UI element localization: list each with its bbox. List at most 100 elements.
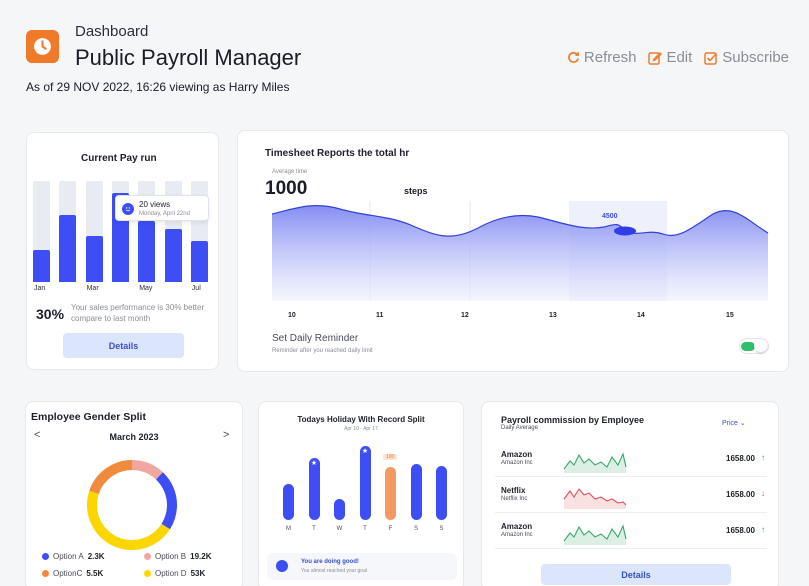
- bar-fill: [33, 249, 50, 282]
- legend-dot: [42, 553, 49, 560]
- timesheet-x-tick: 11: [376, 312, 384, 319]
- legend-dot: [144, 553, 151, 560]
- holiday-card: Todays Holiday With Record Split Apr 10 …: [258, 401, 464, 586]
- legend-label: Option B: [155, 552, 187, 561]
- legend-label: OptionC: [53, 569, 83, 578]
- prev-month-button[interactable]: <: [34, 429, 41, 441]
- commission-value: 1658.00: [726, 490, 755, 499]
- arrow-up-icon: ↑: [761, 453, 765, 462]
- holiday-bar[interactable]: [359, 446, 371, 520]
- commission-value: 1658.00: [726, 526, 755, 535]
- holiday-bar[interactable]: [410, 464, 422, 520]
- next-month-button[interactable]: >: [223, 429, 230, 441]
- sparkline-line: [563, 488, 627, 506]
- toggle-track-on: [741, 342, 755, 351]
- sparkline: [563, 524, 627, 545]
- legend-label: Option D: [155, 569, 187, 578]
- subscribe-label: Subscribe: [722, 49, 789, 66]
- holiday-day-label: W: [336, 526, 343, 532]
- employee-name: Amazon: [501, 522, 533, 531]
- pay-run-details-button[interactable]: Details: [63, 333, 184, 358]
- legend-value: 53K: [190, 569, 206, 578]
- timesheet-x-axis: 10 11 12 13 14 15: [288, 312, 734, 319]
- employee-company: Amazon Inc: [501, 532, 533, 538]
- smile-icon: [122, 203, 134, 215]
- edit-button[interactable]: Edit: [648, 49, 692, 66]
- timesheet-x-tick: 10: [288, 312, 296, 319]
- pay-run-bar[interactable]: [85, 181, 103, 282]
- timesheet-x-tick: 14: [637, 312, 645, 319]
- pay-run-bar[interactable]: [59, 181, 77, 282]
- holiday-day-label: T: [312, 526, 316, 532]
- sparkline: [563, 488, 627, 509]
- holiday-bar[interactable]: [283, 484, 294, 520]
- refresh-icon: [568, 51, 579, 63]
- employee-name: Amazon: [501, 450, 533, 459]
- holiday-title: Todays Holiday With Record Split: [297, 415, 425, 424]
- star-icon: ★: [361, 448, 369, 456]
- gender-title: Employee Gender Split: [31, 411, 146, 423]
- subscribe-button[interactable]: Subscribe: [704, 49, 789, 66]
- commission-value: 1658.00: [726, 454, 755, 463]
- commission-subtitle: Daily Average: [501, 425, 538, 431]
- timesheet-card: Timesheet Reports the total hr Average t…: [237, 130, 789, 372]
- pay-run-x-label: Jul: [191, 285, 201, 292]
- holiday-bar[interactable]: [436, 465, 447, 520]
- breadcrumb[interactable]: Dashboard: [75, 23, 149, 40]
- area-fill: [272, 205, 768, 301]
- arrow-down-icon: ↓: [761, 489, 765, 498]
- commission-row[interactable]: Netflix Netflix Inc 1658.00 ↓: [495, 477, 767, 513]
- gender-month: March 2023: [109, 432, 159, 442]
- reminder-subtitle: Reminder after you reached daily limit: [272, 348, 373, 354]
- timesheet-x-tick: 15: [726, 312, 734, 319]
- edit-icon: [648, 51, 663, 65]
- area-line: [271, 205, 769, 237]
- smile-icon: [276, 560, 288, 572]
- pay-run-x-label: May: [139, 285, 153, 292]
- timesheet-subtitle: Average time: [272, 169, 308, 175]
- pay-run-x-label: Mar: [86, 285, 99, 292]
- legend-value: 2.3K: [87, 552, 105, 561]
- holiday-day-label: F: [388, 526, 393, 532]
- holiday-range: Apr 10 - Apr 17: [344, 426, 378, 432]
- holiday-bar[interactable]: [385, 467, 396, 520]
- sparkline-line: [563, 524, 627, 542]
- donut-slice[interactable]: [87, 460, 177, 550]
- refresh-button[interactable]: Refresh: [567, 49, 636, 66]
- bar-fill: [59, 215, 77, 282]
- timesheet-unit: steps: [404, 186, 428, 196]
- reminder-toggle[interactable]: [739, 338, 769, 354]
- checkbox-icon: [704, 51, 718, 65]
- employee-name: Netflix: [501, 486, 526, 495]
- price-filter-label: Price: [722, 420, 738, 427]
- highlight-marker[interactable]: [614, 226, 636, 236]
- timesheet-title: Timesheet Reports the total hr: [265, 148, 410, 159]
- legend-value: 19.2K: [190, 552, 212, 561]
- as-of-text: As of 29 NOV 2022, 16:26 viewing as Harr…: [26, 80, 290, 94]
- sparkline-line: [563, 452, 627, 470]
- price-filter-dropdown[interactable]: Price ⌄: [722, 419, 746, 427]
- timesheet-x-tick: 12: [461, 312, 469, 319]
- timesheet-x-tick: 13: [549, 312, 557, 319]
- holiday-day-label: T: [363, 526, 367, 532]
- message-title: You are doing good!: [301, 559, 359, 565]
- clock-icon: [34, 38, 51, 55]
- header-actions: Refresh Edit Subscribe: [567, 49, 789, 66]
- holiday-message: You are doing good! You almost reached y…: [267, 553, 457, 580]
- reminder-title: Set Daily Reminder: [272, 333, 359, 344]
- donut-slice[interactable]: [87, 460, 177, 550]
- highlight-label: 4500: [602, 213, 618, 220]
- employee-company: Amazon Inc: [501, 460, 533, 466]
- commission-details-button[interactable]: Details: [541, 564, 731, 585]
- arrow-up-icon: ↑: [761, 525, 765, 534]
- star-icon: ★: [310, 459, 318, 467]
- commission-row[interactable]: Amazon Amazon Inc 1658.00 ↑: [495, 513, 767, 549]
- legend-value: 5.5K: [86, 569, 104, 578]
- holiday-bar[interactable]: [308, 457, 320, 520]
- commission-row[interactable]: Amazon Amazon Inc 1658.00 ↑: [495, 441, 767, 477]
- performance-description: Your sales performance is 30% better com…: [71, 303, 205, 323]
- legend-item: Option A 2.3K: [42, 552, 105, 561]
- pay-run-bar[interactable]: [33, 181, 50, 282]
- donut-slice[interactable]: [87, 460, 177, 550]
- holiday-bar[interactable]: [334, 499, 345, 520]
